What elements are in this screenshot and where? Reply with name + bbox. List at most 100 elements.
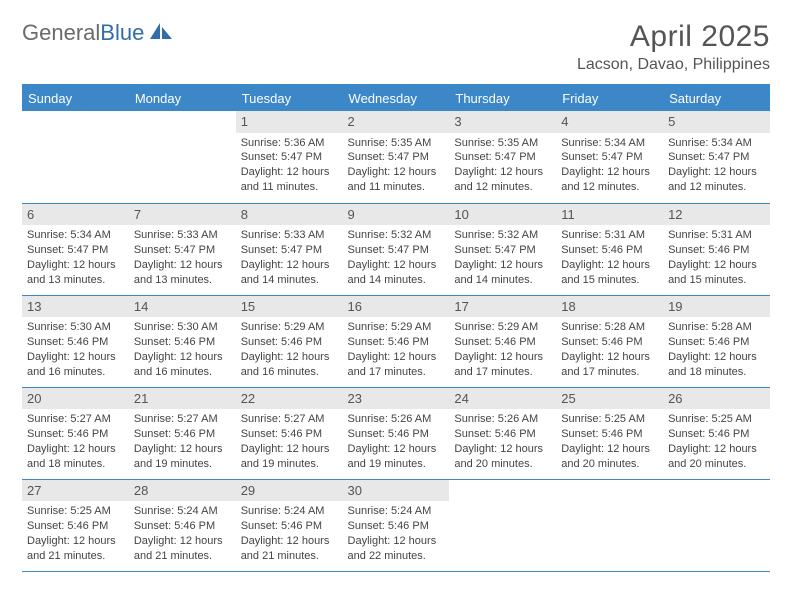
day-cell: 19Sunrise: 5:28 AMSunset: 5:46 PMDayligh… — [663, 295, 770, 387]
header: GeneralBlue April 2025 Lacson, Davao, Ph… — [22, 20, 770, 74]
location: Lacson, Davao, Philippines — [577, 56, 770, 74]
weekday-header: Sunday — [22, 85, 129, 111]
day-cell: 11Sunrise: 5:31 AMSunset: 5:46 PMDayligh… — [556, 203, 663, 295]
day-cell: 9Sunrise: 5:32 AMSunset: 5:47 PMDaylight… — [343, 203, 450, 295]
day-details: Sunrise: 5:28 AMSunset: 5:46 PMDaylight:… — [560, 320, 659, 379]
day-cell: 29Sunrise: 5:24 AMSunset: 5:46 PMDayligh… — [236, 479, 343, 571]
weekday-header: Monday — [129, 85, 236, 111]
day-details: Sunrise: 5:34 AMSunset: 5:47 PMDaylight:… — [26, 228, 125, 287]
empty-cell: . — [449, 479, 556, 571]
calendar-row: 6Sunrise: 5:34 AMSunset: 5:47 PMDaylight… — [22, 203, 770, 295]
day-details: Sunrise: 5:30 AMSunset: 5:46 PMDaylight:… — [133, 320, 232, 379]
weekday-header: Friday — [556, 85, 663, 111]
day-number: 30 — [343, 480, 450, 502]
weekday-row: SundayMondayTuesdayWednesdayThursdayFrid… — [22, 85, 770, 111]
day-cell: 16Sunrise: 5:29 AMSunset: 5:46 PMDayligh… — [343, 295, 450, 387]
day-number: 22 — [236, 388, 343, 410]
day-number: 24 — [449, 388, 556, 410]
day-cell: 14Sunrise: 5:30 AMSunset: 5:46 PMDayligh… — [129, 295, 236, 387]
day-details: Sunrise: 5:24 AMSunset: 5:46 PMDaylight:… — [347, 504, 446, 563]
logo-blue: Blue — [100, 20, 144, 45]
day-number: 27 — [22, 480, 129, 502]
day-cell: 23Sunrise: 5:26 AMSunset: 5:46 PMDayligh… — [343, 387, 450, 479]
day-details: Sunrise: 5:33 AMSunset: 5:47 PMDaylight:… — [133, 228, 232, 287]
day-details: Sunrise: 5:28 AMSunset: 5:46 PMDaylight:… — [667, 320, 766, 379]
day-cell: 6Sunrise: 5:34 AMSunset: 5:47 PMDaylight… — [22, 203, 129, 295]
day-number: 7 — [129, 204, 236, 226]
day-details: Sunrise: 5:31 AMSunset: 5:46 PMDaylight:… — [667, 228, 766, 287]
day-cell: 7Sunrise: 5:33 AMSunset: 5:47 PMDaylight… — [129, 203, 236, 295]
day-number: 17 — [449, 296, 556, 318]
calendar-body: .. 1 Sunrise: 5:36 AMSunset: 5:47 PMDaylig… — [22, 111, 770, 571]
month-title: April 2025 — [577, 20, 770, 54]
day-details: Sunrise: 5:24 AMSunset: 5:46 PMDaylight:… — [133, 504, 232, 563]
day-number: 12 — [663, 204, 770, 226]
day-number: 20 — [22, 388, 129, 410]
day-number: 23 — [343, 388, 450, 410]
day-details: Sunrise: 5:24 AMSunset: 5:46 PMDaylight:… — [240, 504, 339, 563]
day-details: Sunrise: 5:32 AMSunset: 5:47 PMDaylight:… — [453, 228, 552, 287]
day-number: 26 — [663, 388, 770, 410]
day-details: Sunrise: 5:25 AMSunset: 5:46 PMDaylight:… — [26, 504, 125, 563]
day-cell: 5 Sunrise: 5:34 AMSunset: 5:47 PMDaylight… — [663, 111, 770, 203]
day-number: 5 — [663, 111, 770, 133]
day-cell: 10Sunrise: 5:32 AMSunset: 5:47 PMDayligh… — [449, 203, 556, 295]
weekday-header: Saturday — [663, 85, 770, 111]
calendar-row: 27Sunrise: 5:25 AMSunset: 5:46 PMDayligh… — [22, 479, 770, 571]
day-cell: 28Sunrise: 5:24 AMSunset: 5:46 PMDayligh… — [129, 479, 236, 571]
day-details: Sunrise: 5:27 AMSunset: 5:46 PMDaylight:… — [133, 412, 232, 471]
day-details: Sunrise: 5:34 AMSunset: 5:47 PMDaylight:… — [667, 136, 766, 195]
day-cell: 27Sunrise: 5:25 AMSunset: 5:46 PMDayligh… — [22, 479, 129, 571]
day-details: Sunrise: 5:34 AMSunset: 5:47 PMDaylight:… — [560, 136, 659, 195]
day-number: 6 — [22, 204, 129, 226]
day-cell: 1 Sunrise: 5:36 AMSunset: 5:47 PMDaylight… — [236, 111, 343, 203]
day-number: 8 — [236, 204, 343, 226]
logo: GeneralBlue — [22, 20, 175, 46]
day-details: Sunrise: 5:27 AMSunset: 5:46 PMDaylight:… — [26, 412, 125, 471]
day-cell: 24Sunrise: 5:26 AMSunset: 5:46 PMDayligh… — [449, 387, 556, 479]
calendar-table: SundayMondayTuesdayWednesdayThursdayFrid… — [22, 84, 770, 572]
day-details: Sunrise: 5:36 AMSunset: 5:47 PMDaylight:… — [240, 136, 339, 195]
day-number: 3 — [449, 111, 556, 133]
day-details: Sunrise: 5:29 AMSunset: 5:46 PMDaylight:… — [240, 320, 339, 379]
day-number: 11 — [556, 204, 663, 226]
day-details: Sunrise: 5:25 AMSunset: 5:46 PMDaylight:… — [667, 412, 766, 471]
day-cell: 8Sunrise: 5:33 AMSunset: 5:47 PMDaylight… — [236, 203, 343, 295]
day-number: 10 — [449, 204, 556, 226]
empty-cell: . — [22, 111, 129, 203]
day-cell: 21Sunrise: 5:27 AMSunset: 5:46 PMDayligh… — [129, 387, 236, 479]
logo-text: GeneralBlue — [22, 20, 144, 46]
empty-cell: . — [556, 479, 663, 571]
day-cell: 18Sunrise: 5:28 AMSunset: 5:46 PMDayligh… — [556, 295, 663, 387]
day-details: Sunrise: 5:32 AMSunset: 5:47 PMDaylight:… — [347, 228, 446, 287]
day-details: Sunrise: 5:33 AMSunset: 5:47 PMDaylight:… — [240, 228, 339, 287]
day-number: 2 — [343, 111, 450, 133]
day-number: 18 — [556, 296, 663, 318]
day-cell: 30Sunrise: 5:24 AMSunset: 5:46 PMDayligh… — [343, 479, 450, 571]
day-number: 28 — [129, 480, 236, 502]
day-cell: 2 Sunrise: 5:35 AMSunset: 5:47 PMDaylight… — [343, 111, 450, 203]
calendar-row: ..1Sunrise: 5:36 AMSunset: 5:47 PMDaylig… — [22, 111, 770, 203]
weekday-header: Tuesday — [236, 85, 343, 111]
day-number: 13 — [22, 296, 129, 318]
day-cell: 4Sunrise: 5:34 AMSunset: 5:47 PMDaylight… — [556, 111, 663, 203]
day-number: 14 — [129, 296, 236, 318]
day-details: Sunrise: 5:30 AMSunset: 5:46 PMDaylight:… — [26, 320, 125, 379]
day-cell: 3Sunrise: 5:35 AMSunset: 5:47 PMDaylight… — [449, 111, 556, 203]
day-cell: 15Sunrise: 5:29 AMSunset: 5:46 PMDayligh… — [236, 295, 343, 387]
sail-icon — [149, 21, 175, 46]
calendar-row: 20Sunrise: 5:27 AMSunset: 5:46 PMDayligh… — [22, 387, 770, 479]
day-details: Sunrise: 5:27 AMSunset: 5:46 PMDaylight:… — [240, 412, 339, 471]
day-details: Sunrise: 5:35 AMSunset: 5:47 PMDaylight:… — [347, 136, 446, 195]
day-cell: 12Sunrise: 5:31 AMSunset: 5:46 PMDayligh… — [663, 203, 770, 295]
day-number: 1 — [236, 111, 343, 133]
day-cell: 17Sunrise: 5:29 AMSunset: 5:46 PMDayligh… — [449, 295, 556, 387]
day-cell: 26Sunrise: 5:25 AMSunset: 5:46 PMDayligh… — [663, 387, 770, 479]
title-block: April 2025 Lacson, Davao, Philippines — [577, 20, 770, 74]
day-cell: 25Sunrise: 5:25 AMSunset: 5:46 PMDayligh… — [556, 387, 663, 479]
day-details: Sunrise: 5:31 AMSunset: 5:46 PMDaylight:… — [560, 228, 659, 287]
day-cell: 22Sunrise: 5:27 AMSunset: 5:46 PMDayligh… — [236, 387, 343, 479]
day-number: 25 — [556, 388, 663, 410]
day-details: Sunrise: 5:29 AMSunset: 5:46 PMDaylight:… — [347, 320, 446, 379]
day-number: 21 — [129, 388, 236, 410]
